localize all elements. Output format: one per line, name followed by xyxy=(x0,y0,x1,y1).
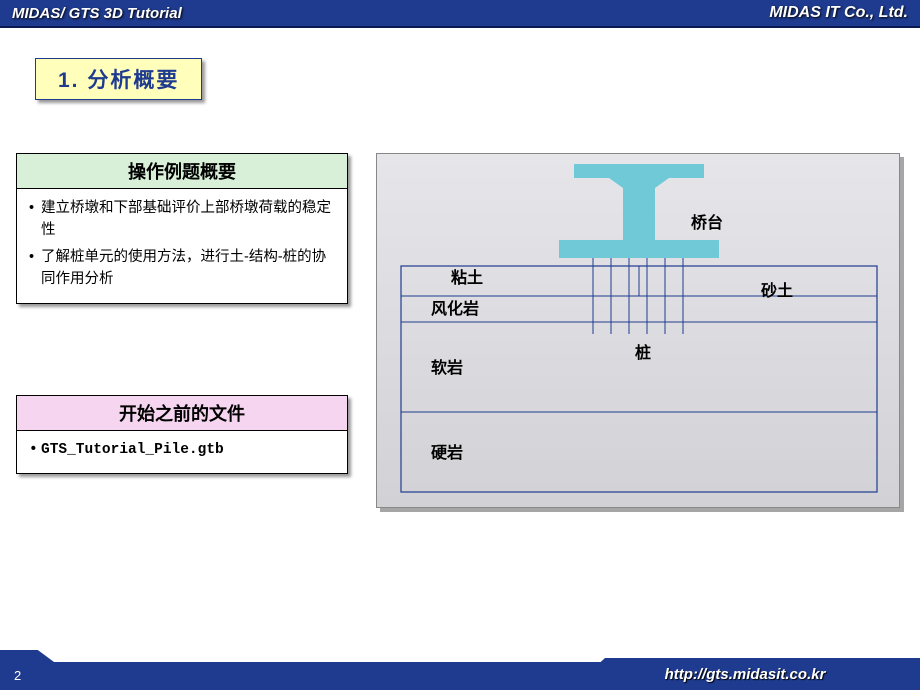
footer-url-wrap: http://gts.midasit.co.kr xyxy=(570,658,920,690)
list-item: 了解桩单元的使用方法，进行土-结构-桩的协同作用分析 xyxy=(27,246,337,291)
header-right: MIDAS IT Co., Ltd. xyxy=(769,4,908,22)
svg-text:桩: 桩 xyxy=(635,343,651,362)
svg-text:风化岩: 风化岩 xyxy=(431,299,479,318)
diagram: 桥台粘土砂土风化岩桩软岩硬岩 xyxy=(376,153,900,508)
panel-files-title: 开始之前的文件 xyxy=(17,396,347,431)
section-title: 1. 分析概要 xyxy=(35,58,202,100)
panel-files: 开始之前的文件 GTS_Tutorial_Pile.gtb xyxy=(16,395,348,474)
footer-page-wrap: 2 xyxy=(0,650,54,690)
svg-text:软岩: 软岩 xyxy=(431,358,463,377)
panel-overview: 操作例题概要 建立桥墩和下部基础评价上部桥墩荷载的稳定性 了解桩单元的使用方法，… xyxy=(16,153,348,304)
list-item: GTS_Tutorial_Pile.gtb xyxy=(27,439,337,461)
footer-url: http://gts.midasit.co.kr xyxy=(665,666,826,683)
svg-text:桥台: 桥台 xyxy=(691,213,723,232)
svg-text:粘土: 粘土 xyxy=(451,268,483,287)
panel-overview-title: 操作例题概要 xyxy=(17,154,347,189)
header-bar: MIDAS/ GTS 3D Tutorial MIDAS IT Co., Ltd… xyxy=(0,0,920,28)
diagram-svg: 桥台粘土砂土风化岩桩软岩硬岩 xyxy=(377,154,901,509)
header-left: MIDAS/ GTS 3D Tutorial xyxy=(12,5,182,22)
list-item: 建立桥墩和下部基础评价上部桥墩荷载的稳定性 xyxy=(27,197,337,242)
svg-text:砂土: 砂土 xyxy=(761,281,793,300)
section-title-wrap: 1. 分析概要 xyxy=(35,58,202,100)
panel-files-body: GTS_Tutorial_Pile.gtb xyxy=(17,431,347,473)
footer-page: 2 xyxy=(14,668,21,683)
svg-text:硬岩: 硬岩 xyxy=(431,443,463,462)
panel-overview-body: 建立桥墩和下部基础评价上部桥墩荷载的稳定性 了解桩单元的使用方法，进行土-结构-… xyxy=(17,189,347,303)
